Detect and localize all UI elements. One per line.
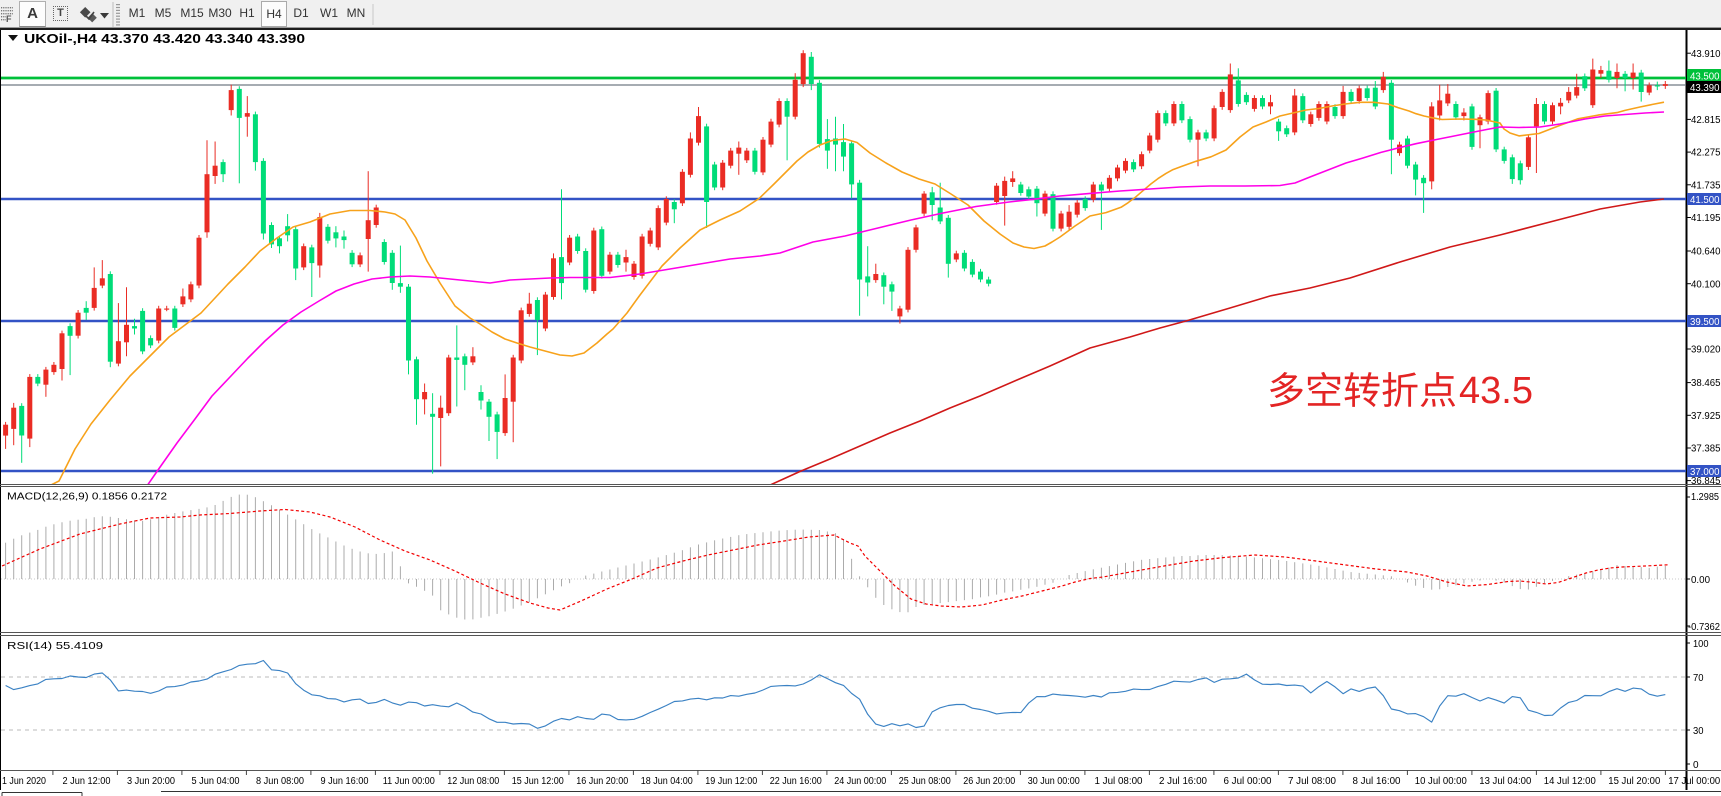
svg-text:0.00: 0.00 (1691, 575, 1710, 586)
svg-text:42.275: 42.275 (1691, 148, 1721, 159)
svg-text:41.735: 41.735 (1691, 180, 1721, 191)
svg-text:39.500: 39.500 (1690, 317, 1720, 328)
svg-text:43.910: 43.910 (1691, 49, 1721, 60)
svg-text:30: 30 (1693, 726, 1704, 737)
svg-text:2 Jun 12:00: 2 Jun 12:00 (63, 776, 111, 787)
svg-text:38.465: 38.465 (1691, 378, 1721, 389)
svg-text:43.390: 43.390 (1690, 83, 1720, 94)
svg-text:24 Jun 00:00: 24 Jun 00:00 (834, 776, 886, 787)
svg-text:10 Jul 00:00: 10 Jul 00:00 (1415, 776, 1467, 787)
svg-text:5 Jun 04:00: 5 Jun 04:00 (192, 776, 240, 787)
svg-text:41.195: 41.195 (1691, 213, 1721, 224)
svg-text:40.640: 40.640 (1691, 247, 1721, 258)
svg-text:43.5: 43.5 (1459, 370, 1533, 412)
svg-text:15 Jun 12:00: 15 Jun 12:00 (512, 776, 564, 787)
svg-text:40.100: 40.100 (1691, 279, 1721, 290)
svg-text:36.845: 36.845 (1691, 476, 1721, 487)
svg-text:39.020: 39.020 (1691, 345, 1721, 356)
svg-text:11 Jun 00:00: 11 Jun 00:00 (383, 776, 435, 787)
svg-text:70: 70 (1693, 673, 1704, 684)
svg-text:RSI(14) 55.4109: RSI(14) 55.4109 (7, 640, 103, 652)
svg-text:42.815: 42.815 (1691, 115, 1721, 126)
svg-text:MACD(12,26,9) 0.1856 0.2172: MACD(12,26,9) 0.1856 0.2172 (7, 491, 167, 503)
svg-text:25 Jun 08:00: 25 Jun 08:00 (899, 776, 951, 787)
svg-text:UKOil-,H4 43.370 43.420 43.34: UKOil-,H4 43.370 43.420 43.340 43.390 (24, 31, 305, 46)
svg-text:F: F (6, 14, 12, 24)
svg-text:12 Jun 08:00: 12 Jun 08:00 (447, 776, 499, 787)
svg-text:8 Jul 16:00: 8 Jul 16:00 (1353, 776, 1401, 787)
svg-text:1.2985: 1.2985 (1691, 492, 1719, 503)
svg-text:37.000: 37.000 (1690, 467, 1720, 478)
svg-text:37.925: 37.925 (1691, 411, 1721, 422)
svg-text:7 Jul 08:00: 7 Jul 08:00 (1288, 776, 1336, 787)
svg-text:100: 100 (1693, 639, 1709, 650)
svg-text:43.500: 43.500 (1690, 72, 1720, 83)
svg-text:13 Jul 04:00: 13 Jul 04:00 (1479, 776, 1531, 787)
svg-text:3 Jun 20:00: 3 Jun 20:00 (127, 776, 175, 787)
svg-text:37.385: 37.385 (1691, 444, 1721, 455)
svg-text:2 Jul 16:00: 2 Jul 16:00 (1159, 776, 1207, 787)
svg-text:19 Jun 12:00: 19 Jun 12:00 (705, 776, 757, 787)
svg-text:-0.7362: -0.7362 (1688, 622, 1720, 633)
svg-text:16 Jun 20:00: 16 Jun 20:00 (576, 776, 628, 787)
svg-text:9 Jun 16:00: 9 Jun 16:00 (321, 776, 369, 787)
svg-text:26 Jun 20:00: 26 Jun 20:00 (963, 776, 1015, 787)
svg-text:0: 0 (1693, 760, 1699, 771)
svg-text:41.500: 41.500 (1690, 195, 1720, 206)
svg-text:1 Jul 08:00: 1 Jul 08:00 (1095, 776, 1143, 787)
svg-text:15 Jul 20:00: 15 Jul 20:00 (1608, 776, 1660, 787)
svg-text:30 Jun 00:00: 30 Jun 00:00 (1028, 776, 1080, 787)
svg-text:14 Jul 12:00: 14 Jul 12:00 (1544, 776, 1596, 787)
svg-text:6 Jul 00:00: 6 Jul 00:00 (1224, 776, 1272, 787)
svg-text:17 Jul 00:00: 17 Jul 00:00 (1668, 776, 1720, 787)
svg-text:8 Jun 08:00: 8 Jun 08:00 (256, 776, 304, 787)
svg-text:1 Jun 2020: 1 Jun 2020 (2, 776, 46, 787)
svg-text:18 Jun 04:00: 18 Jun 04:00 (641, 776, 693, 787)
svg-text:22 Jun 16:00: 22 Jun 16:00 (770, 776, 822, 787)
